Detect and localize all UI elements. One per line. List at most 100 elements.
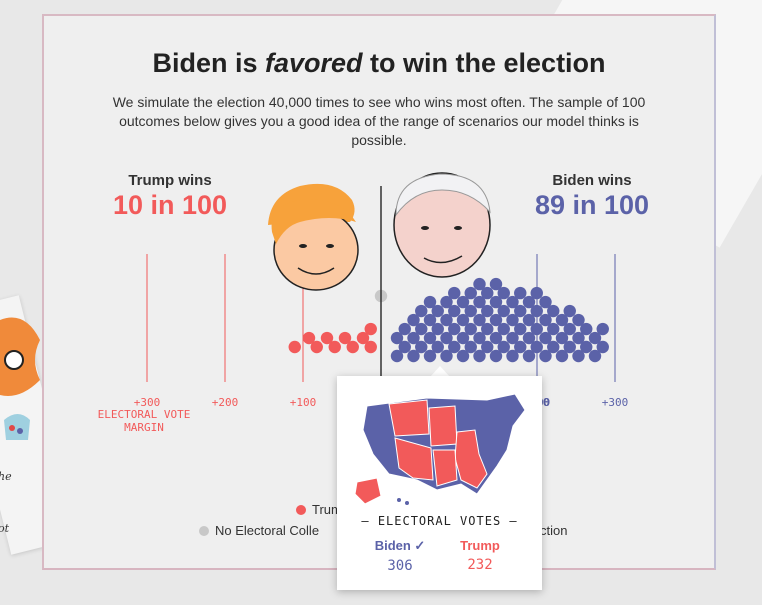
outcome-dot[interactable] [456, 295, 470, 309]
outcome-dot[interactable] [547, 322, 560, 336]
outcome-tooltip: — ELECTORAL VOTES — Biden ✓ 306 Trump 23… [337, 376, 542, 590]
outcome-dot[interactable] [572, 349, 585, 363]
outcome-dot[interactable] [423, 331, 437, 345]
outcome-dot[interactable] [530, 286, 543, 300]
outcome-dot[interactable] [288, 340, 301, 354]
outcome-dot[interactable] [530, 322, 543, 336]
outcome-dot[interactable] [473, 277, 486, 291]
outcome-dot[interactable] [481, 322, 494, 336]
outcome-dot[interactable] [555, 349, 569, 363]
outcome-dot[interactable] [398, 322, 411, 336]
outcome-dot[interactable] [514, 304, 527, 318]
outcome-dot[interactable] [473, 313, 486, 327]
outcome-dot[interactable] [514, 340, 527, 354]
outcome-dot[interactable] [539, 313, 552, 327]
outcome-dot[interactable] [423, 349, 437, 363]
outcome-dot[interactable] [539, 349, 552, 363]
outcome-dot[interactable] [547, 304, 560, 318]
outcome-dot[interactable] [588, 349, 602, 363]
outcome-dot[interactable] [572, 331, 585, 345]
outcome-dot[interactable] [522, 349, 536, 363]
outcome-dot[interactable] [448, 322, 461, 336]
outcome-dot[interactable] [456, 349, 470, 363]
outcome-dot[interactable] [448, 340, 461, 354]
outcome-dot[interactable] [415, 322, 428, 336]
outcome-dot[interactable] [596, 322, 609, 336]
outcome-dot[interactable] [522, 295, 536, 309]
outcome-dot[interactable] [328, 340, 341, 354]
outcome-dot[interactable] [497, 322, 510, 336]
outcome-dot[interactable] [398, 340, 411, 354]
outcome-dot[interactable] [456, 313, 470, 327]
outcome-dot[interactable] [555, 313, 569, 327]
outcome-dot[interactable] [473, 349, 486, 363]
outcome-dot[interactable] [407, 331, 420, 345]
outcome-dot[interactable] [415, 304, 428, 318]
outcome-dot[interactable] [423, 295, 437, 309]
outcome-dot[interactable] [530, 304, 543, 318]
outcome-dot[interactable] [489, 277, 503, 291]
outcome-dot[interactable] [440, 331, 453, 345]
outcome-dot[interactable] [431, 322, 444, 336]
outcome-dot[interactable] [464, 304, 477, 318]
outcome-dot[interactable] [390, 331, 404, 345]
outcome-dot[interactable] [364, 322, 377, 336]
outcome-dot[interactable] [514, 322, 527, 336]
outcome-dot[interactable] [596, 340, 609, 354]
outcome-dot[interactable] [497, 304, 510, 318]
outcome-dot[interactable] [431, 340, 444, 354]
outcome-dot[interactable] [481, 304, 494, 318]
outcome-dot[interactable] [563, 340, 576, 354]
outcome-dot[interactable] [364, 340, 377, 354]
outcome-dot[interactable] [338, 331, 352, 345]
outcome-dot[interactable] [580, 322, 593, 336]
outcome-dot[interactable] [456, 331, 470, 345]
outcome-dot[interactable] [489, 349, 503, 363]
outcome-dot[interactable] [572, 313, 585, 327]
outcome-dot[interactable] [302, 331, 316, 345]
outcome-dot[interactable] [481, 286, 494, 300]
outcome-dot[interactable] [346, 340, 359, 354]
outcome-dot[interactable] [464, 286, 477, 300]
outcome-dot[interactable] [423, 313, 437, 327]
outcome-dot[interactable] [522, 331, 536, 345]
outcome-dot[interactable] [506, 313, 519, 327]
outcome-dot[interactable] [555, 331, 569, 345]
outcome-dot[interactable] [448, 304, 461, 318]
outcome-dot[interactable] [580, 340, 593, 354]
outcome-dot[interactable] [489, 313, 503, 327]
outcome-dot[interactable] [356, 331, 370, 345]
outcome-dot[interactable] [497, 340, 510, 354]
outcome-dot[interactable] [539, 331, 552, 345]
outcome-dot[interactable] [506, 331, 519, 345]
outcome-dot[interactable] [390, 349, 404, 363]
outcome-dot[interactable] [464, 340, 477, 354]
outcome-dot[interactable] [440, 295, 453, 309]
outcome-dot[interactable] [407, 349, 420, 363]
outcome-dot[interactable] [320, 331, 334, 345]
outcome-dot[interactable] [407, 313, 420, 327]
outcome-dot[interactable] [506, 295, 519, 309]
outcome-dot[interactable] [473, 295, 486, 309]
outcome-dot[interactable] [440, 349, 453, 363]
outcome-dot[interactable] [440, 313, 453, 327]
outcome-dot[interactable] [497, 286, 510, 300]
outcome-dot[interactable] [473, 331, 486, 345]
outcome-dot[interactable] [448, 286, 461, 300]
outcome-dot[interactable] [489, 331, 503, 345]
outcome-dot[interactable] [464, 322, 477, 336]
outcome-dot[interactable] [522, 313, 536, 327]
outcome-dot[interactable] [530, 340, 543, 354]
outcome-dot[interactable] [506, 349, 519, 363]
outcome-dot[interactable] [310, 340, 323, 354]
outcome-dot[interactable] [514, 286, 527, 300]
outcome-dot[interactable] [563, 304, 576, 318]
outcome-dot[interactable] [489, 295, 503, 309]
outcome-dot[interactable] [481, 340, 494, 354]
outcome-dot[interactable] [547, 340, 560, 354]
outcome-dot[interactable] [563, 322, 576, 336]
outcome-dot[interactable] [539, 295, 552, 309]
outcome-dot[interactable] [588, 331, 602, 345]
outcome-dot[interactable] [415, 340, 428, 354]
outcome-dot[interactable] [431, 304, 444, 318]
